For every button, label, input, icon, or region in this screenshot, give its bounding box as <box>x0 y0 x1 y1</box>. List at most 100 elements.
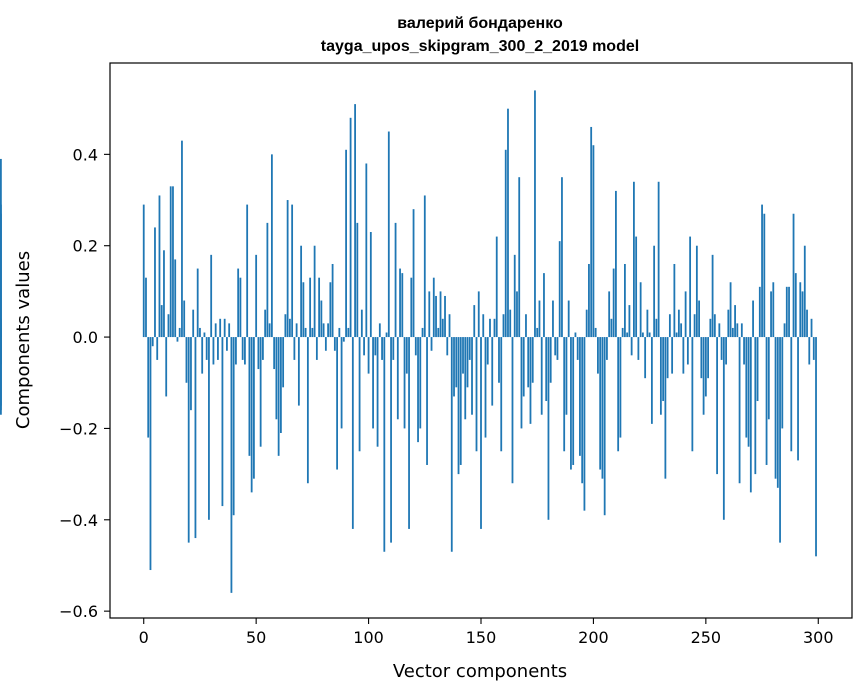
bar <box>145 277 147 338</box>
bar <box>803 245 806 338</box>
bar <box>716 337 718 475</box>
bar <box>167 314 170 338</box>
bar <box>722 337 725 520</box>
bar <box>668 314 671 338</box>
bar <box>212 337 215 365</box>
bar <box>0 213 2 338</box>
bar <box>219 318 222 338</box>
bar <box>185 337 188 383</box>
y-tick-label: −0.2 <box>59 419 98 438</box>
bar <box>232 337 235 516</box>
bar <box>507 108 509 338</box>
bar <box>729 282 732 338</box>
bar <box>797 337 799 461</box>
bar <box>785 286 788 338</box>
bar <box>534 90 536 338</box>
bar <box>295 323 298 338</box>
bar <box>657 181 660 338</box>
bar <box>810 318 813 338</box>
bar <box>340 337 343 429</box>
y-tick-label: −0.6 <box>59 602 98 621</box>
bar <box>237 268 240 338</box>
bar <box>686 337 689 365</box>
bar <box>163 250 165 338</box>
bar <box>430 337 433 351</box>
bar <box>417 337 419 443</box>
bar <box>615 190 617 338</box>
bar <box>178 327 181 338</box>
bar <box>331 263 334 338</box>
bar <box>480 337 482 529</box>
bar <box>572 337 575 465</box>
bar <box>381 337 383 360</box>
bar <box>360 309 363 338</box>
bar <box>666 337 669 379</box>
bar <box>160 305 163 338</box>
bar <box>637 337 640 360</box>
bar <box>799 282 802 338</box>
bar <box>540 337 543 415</box>
bar <box>320 300 323 338</box>
bar <box>531 337 534 383</box>
bar <box>495 236 498 338</box>
bar <box>426 337 428 465</box>
bar <box>779 337 781 543</box>
bar <box>558 241 561 338</box>
bar <box>727 309 730 338</box>
bar <box>194 337 197 539</box>
bar <box>621 327 624 338</box>
bar <box>419 337 422 429</box>
bar <box>608 291 611 338</box>
bar <box>567 300 570 338</box>
bar <box>592 145 595 338</box>
bar <box>279 337 282 433</box>
bar <box>363 337 365 356</box>
bar <box>788 286 790 338</box>
bar <box>300 245 303 338</box>
bar <box>187 337 190 543</box>
bars-group <box>0 90 817 593</box>
bar <box>318 277 321 338</box>
bar <box>684 291 687 338</box>
bar <box>628 305 631 338</box>
bar <box>176 337 179 342</box>
bar <box>738 337 741 484</box>
bar <box>556 337 559 360</box>
bar <box>794 273 797 338</box>
bar <box>484 337 487 438</box>
bar <box>437 327 440 338</box>
bar <box>653 245 656 338</box>
bar <box>246 204 249 338</box>
bar <box>720 337 723 360</box>
bar <box>358 337 361 452</box>
bar <box>806 309 808 338</box>
bar <box>435 295 437 338</box>
bar <box>403 337 406 429</box>
bar <box>450 337 453 552</box>
bar <box>475 337 478 452</box>
bar <box>262 337 264 360</box>
bar <box>142 204 145 338</box>
bar <box>378 323 381 338</box>
bar <box>376 337 379 447</box>
bar <box>338 327 341 338</box>
bar <box>752 300 754 338</box>
bar <box>731 327 734 338</box>
bar <box>349 117 352 338</box>
bar <box>439 291 442 338</box>
bar <box>266 222 269 338</box>
bar <box>590 126 593 338</box>
bar <box>208 337 210 520</box>
bar <box>783 323 786 338</box>
bar <box>421 327 424 338</box>
bar <box>302 282 305 338</box>
bar <box>462 337 464 374</box>
bar <box>372 337 374 429</box>
bar <box>446 337 449 356</box>
bar <box>655 318 658 338</box>
bar <box>770 291 772 338</box>
bar <box>504 149 507 338</box>
bar <box>374 337 377 356</box>
bar <box>288 318 291 338</box>
